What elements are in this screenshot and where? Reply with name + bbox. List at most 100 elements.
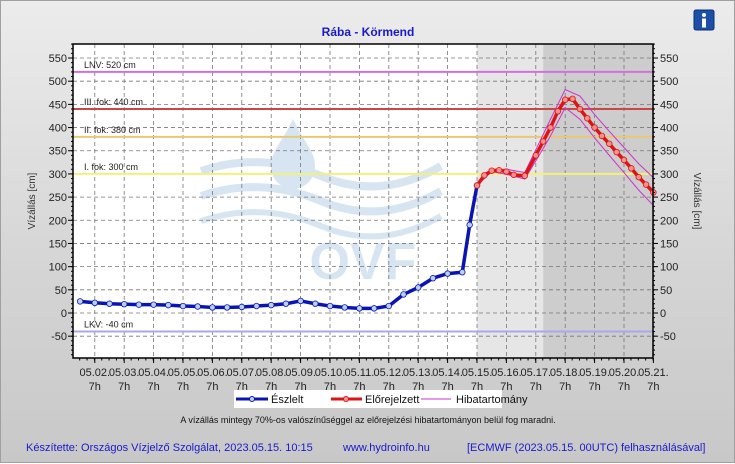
forecast-point (598, 132, 606, 140)
x-tick-label-hour: 7h (206, 381, 218, 393)
x-tick-label-hour: 7h (530, 381, 542, 393)
forecast-point (576, 105, 584, 113)
chart-title: Rába - Körmend (322, 25, 415, 39)
forecast-point (473, 182, 481, 189)
info-button[interactable] (693, 9, 715, 31)
x-tick-label-date: 05.07. (227, 367, 258, 379)
x-tick-label-date: 05.11. (345, 367, 375, 379)
observed-point (466, 221, 473, 229)
x-tick-label-hour: 7h (500, 381, 512, 393)
y-tick-label-left: 500 (49, 76, 67, 88)
shaded-region (477, 44, 544, 358)
observed-point (459, 269, 466, 276)
footer-website-link[interactable]: www.hydroinfo.hu (342, 442, 430, 454)
forecast-point (539, 138, 547, 145)
observed-point (135, 301, 143, 308)
observed-point (76, 298, 84, 305)
ovf-watermark-logo: OVF (199, 119, 444, 291)
x-tick-label-date: 05.02. (80, 367, 111, 379)
x-tick-label-date: 05.03. (109, 367, 140, 379)
x-tick-label-date: 05.20. (609, 367, 640, 379)
legend-marker-forecast (343, 396, 349, 402)
observed-point (282, 300, 290, 307)
x-tick-label-hour: 7h (618, 381, 630, 393)
y-axis-label-left: Vízállás [cm] (27, 172, 38, 229)
observed-point (150, 301, 157, 308)
forecast-point (584, 115, 591, 122)
legend-box (234, 390, 502, 408)
y-axis-label-right: Vízállás [cm] (691, 173, 702, 230)
level-label: LNV: 520 cm (84, 60, 136, 70)
observed-point (194, 303, 201, 310)
forecast-point (488, 167, 495, 174)
y-tick-label-right: 200 (660, 215, 678, 227)
level-label: I. fok: 300 cm (84, 162, 138, 172)
y-tick-label-right: 300 (660, 169, 678, 181)
x-tick-label-hour: 7h (559, 381, 571, 393)
x-tick-label-date: 05.09. (285, 367, 316, 379)
x-tick-label-hour: 7h (147, 381, 159, 393)
x-tick-label-date: 05.04. (138, 367, 169, 379)
observed-point (165, 301, 172, 309)
observed-point (312, 300, 319, 307)
observed-point (444, 270, 451, 277)
x-tick-label-date: 05.15. (462, 367, 493, 379)
forecast-point (547, 124, 554, 131)
level-label: II. fok: 380 cm (84, 125, 141, 135)
x-tick-label-hour: 7h (647, 381, 659, 393)
observed-point (429, 275, 437, 282)
observed-point (253, 302, 260, 310)
y-tick-label-right: 550 (660, 53, 678, 65)
y-tick-label-left: 400 (49, 123, 67, 135)
plot-border (72, 43, 654, 359)
observed-point (297, 297, 304, 305)
footer-source: [ECMWF (2023.05.15. 00UTC) felhasználásá… (467, 442, 705, 454)
x-tick-label-hour: 7h (118, 381, 130, 393)
forecast-point (562, 96, 569, 103)
y-tick-label-right: 350 (660, 146, 678, 158)
plot-area: OVF LNV: 520 cm III. fok: 440 cm II. fok: … (72, 43, 657, 359)
footer-author: Készítette: Országos Vízjelző Szolgálat,… (26, 442, 313, 454)
y-tick-label-right: 450 (660, 99, 678, 111)
x-tick-label-date: 05.14. (432, 367, 463, 379)
forecast-point (510, 171, 517, 179)
forecast-point (613, 148, 620, 156)
legend-label-forecast: Előrejelzett (365, 394, 419, 406)
y-tick-label-left: 50 (55, 285, 67, 297)
x-tick-label-date: 05.08. (256, 367, 287, 379)
level-label: III. fok: 440 cm (84, 97, 143, 107)
observed-point (370, 305, 378, 312)
forecast-point (532, 152, 539, 159)
x-tick-label-date: 05.21. (638, 367, 669, 379)
forecast-point (521, 172, 528, 179)
y-tick-label-left: 350 (49, 146, 67, 158)
y-tick-label-left: 550 (49, 53, 67, 65)
x-tick-label-date: 05.17. (521, 367, 552, 379)
y-tick-label-right: 250 (660, 192, 678, 204)
legend-marker-observed (249, 396, 255, 402)
y-tick-label-left: 100 (49, 262, 67, 274)
x-tick-label-hour: 7h (177, 381, 189, 393)
y-tick-label-right: 150 (660, 238, 678, 250)
observed-point (223, 304, 231, 311)
observed-point (179, 302, 187, 310)
x-tick-label-date: 05.05. (168, 367, 199, 379)
observed-point (415, 284, 422, 291)
observed-point (326, 302, 334, 310)
x-tick-label-date: 05.13. (403, 367, 434, 379)
y-tick-label-right: 100 (660, 262, 678, 274)
y-tick-label-right: 50 (660, 285, 672, 297)
forecast-point (591, 124, 598, 131)
y-tick-label-right: 400 (660, 123, 678, 135)
y-tick-label-right: 0 (660, 308, 666, 320)
y-tick-label-left: 450 (49, 99, 67, 111)
observed-point (238, 303, 245, 311)
level-label: LKV: -40 cm (84, 320, 133, 330)
legend-label-observed: Észlelt (271, 393, 303, 406)
observed-point (120, 300, 128, 308)
observed-point (106, 300, 113, 307)
observed-point (400, 291, 407, 298)
probability-note: A vízállás mintegy 70%-os valószínűségge… (180, 415, 555, 425)
